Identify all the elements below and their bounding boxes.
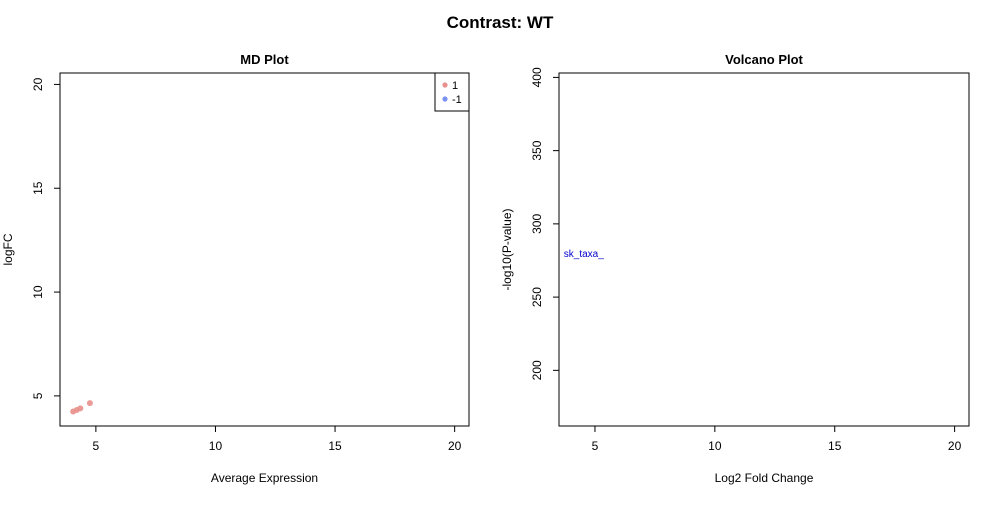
md-legend-box	[434, 72, 470, 112]
md-x-tick-label: 10	[209, 439, 223, 453]
volcano-point-label: sk_taxa_	[564, 249, 604, 260]
md-legend-label: -1	[452, 94, 462, 106]
volcano-y-tick-label: 300	[530, 214, 544, 234]
volcano-x-tick-label: 20	[948, 439, 962, 453]
md-data-point	[86, 400, 93, 407]
figure-title: Contrast: WT	[447, 13, 554, 32]
md-x-tick-label: 15	[328, 439, 342, 453]
volcano-y-tick-label: 250	[530, 287, 544, 307]
volcano-y-tick-label: 400	[530, 67, 544, 87]
volcano-y-axis-title: -log10(P-value)	[500, 208, 514, 290]
md-y-tick-label: 15	[31, 181, 45, 195]
volcano-y-tick-label: 350	[530, 140, 544, 160]
volcano-plot-title: Volcano Plot	[725, 52, 803, 67]
volcano-x-axis-title: Log2 Fold Change	[715, 471, 814, 485]
md-x-axis-title: Average Expression	[211, 471, 318, 485]
volcano-y-tick-label: 200	[530, 360, 544, 380]
md-data-point	[77, 405, 84, 412]
md-legend-label: 1	[452, 80, 458, 92]
md-y-tick-label: 5	[31, 392, 45, 399]
md-x-tick-label: 20	[448, 439, 462, 453]
volcano-plot-panel: Volcano Plot 5 10 15 20 200 250 300 350 400 Log2 F…	[500, 52, 970, 485]
md-plot-panel: MD Plot 5 10 15 20 5 10 15 20 Average Expression l…	[1, 52, 470, 485]
volcano-x-tick-label: 15	[828, 439, 842, 453]
md-y-tick-label: 10	[31, 285, 45, 299]
md-legend-marker	[442, 82, 448, 88]
volcano-x-tick-label: 5	[592, 439, 599, 453]
volcano-plot-frame	[558, 72, 970, 427]
md-x-tick-label: 5	[93, 439, 100, 453]
md-plot-title: MD Plot	[240, 52, 289, 67]
md-legend-marker	[442, 96, 448, 102]
md-y-tick-label: 20	[31, 77, 45, 91]
md-y-axis-title: logFC	[1, 233, 15, 265]
md-plot-frame	[59, 72, 470, 427]
volcano-x-tick-label: 10	[708, 439, 722, 453]
